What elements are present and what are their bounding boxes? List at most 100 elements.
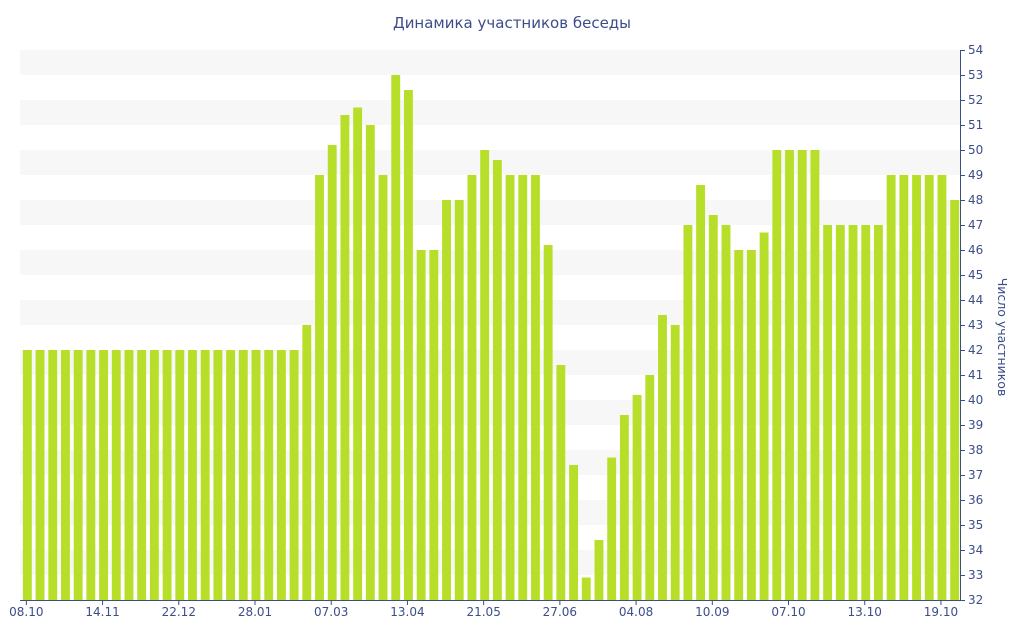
bar [785, 150, 794, 600]
bar [543, 245, 553, 600]
bar [670, 325, 680, 600]
bar [403, 90, 413, 600]
y-tick-label: 43 [968, 318, 983, 332]
bar [264, 350, 274, 600]
bar [213, 350, 223, 600]
y-tick-label: 39 [968, 418, 983, 432]
bar [556, 365, 566, 600]
grid-band [20, 100, 960, 125]
bar [188, 350, 197, 600]
y-tick-label: 33 [968, 568, 983, 582]
bar [200, 350, 210, 600]
bar [86, 350, 96, 600]
bar [531, 175, 540, 600]
y-tick-label: 38 [968, 443, 983, 457]
x-tick-label: 22.12 [162, 605, 196, 619]
bar [149, 350, 159, 600]
y-tick-label: 52 [968, 93, 983, 107]
bar [35, 350, 45, 600]
y-tick-label: 41 [968, 368, 983, 382]
bar [454, 200, 464, 600]
y-tick-label: 47 [968, 218, 983, 232]
bar [48, 350, 58, 600]
x-tick-label: 07.03 [314, 605, 348, 619]
grid-band [20, 50, 960, 75]
bar [73, 350, 83, 600]
bar [99, 350, 109, 600]
y-tick-label: 42 [968, 343, 983, 357]
x-tick-label: 28.01 [238, 605, 272, 619]
bar [594, 540, 604, 600]
bar [175, 350, 185, 600]
bar [365, 125, 375, 600]
bar [467, 175, 477, 600]
bar [645, 375, 655, 600]
x-tick-label: 08.10 [9, 605, 43, 619]
bar [340, 115, 350, 600]
x-tick-label: 04.08 [619, 605, 653, 619]
bar [518, 175, 528, 600]
bar [416, 250, 426, 600]
bar [162, 350, 172, 600]
x-tick-label: 14.11 [85, 605, 119, 619]
y-axis-ticks: 32 33 34 35 36 37 38 39 40 41 42 43 44 45 46 47 48 49 50 51… [960, 43, 983, 607]
y-tick-label: 48 [968, 193, 983, 207]
bar [569, 465, 579, 600]
bars-group [22, 75, 960, 600]
bar [378, 175, 388, 600]
bar [238, 350, 248, 600]
bar [302, 325, 312, 600]
y-tick-label: 54 [968, 43, 983, 57]
bar [607, 457, 617, 600]
x-tick-label: 13.04 [390, 605, 424, 619]
y-tick-label: 36 [968, 493, 983, 507]
bar [924, 175, 934, 600]
y-tick-label: 40 [968, 393, 983, 407]
bar [391, 75, 401, 600]
bar [632, 395, 642, 600]
bar [835, 225, 845, 600]
bar [759, 232, 769, 600]
bar [581, 577, 591, 600]
y-tick-label: 51 [968, 118, 983, 132]
bar [251, 350, 261, 600]
bar [873, 225, 883, 600]
x-tick-label: 07.10 [771, 605, 805, 619]
bar [734, 250, 744, 600]
bar [937, 175, 947, 600]
x-tick-label: 27.06 [543, 605, 577, 619]
bar [505, 175, 515, 600]
bar [912, 175, 921, 600]
bar [124, 350, 134, 600]
x-tick-label: 19.10 [924, 605, 958, 619]
bar [746, 250, 756, 600]
bar [696, 185, 706, 600]
bar [721, 225, 731, 600]
x-tick-label: 21.05 [466, 605, 500, 619]
y-tick-label: 53 [968, 68, 983, 82]
bar [848, 225, 858, 600]
bar [442, 200, 451, 600]
bar [327, 145, 337, 600]
y-tick-label: 44 [968, 293, 983, 307]
y-tick-label: 34 [968, 543, 983, 557]
bar [111, 350, 121, 600]
bar [289, 350, 299, 600]
y-tick-label: 37 [968, 468, 983, 482]
y-axis-label: Число участников [995, 278, 1010, 397]
y-tick-label: 50 [968, 143, 983, 157]
bar [708, 215, 718, 600]
bar [683, 225, 693, 600]
bar [886, 175, 896, 600]
bar [226, 350, 236, 600]
bar [315, 175, 324, 600]
bar [823, 225, 833, 600]
bar [772, 150, 782, 600]
bar [22, 350, 32, 600]
bar [137, 350, 147, 600]
bar [658, 315, 667, 600]
bar [950, 200, 960, 600]
bar [810, 150, 820, 600]
bar [480, 150, 490, 600]
y-tick-label: 35 [968, 518, 983, 532]
